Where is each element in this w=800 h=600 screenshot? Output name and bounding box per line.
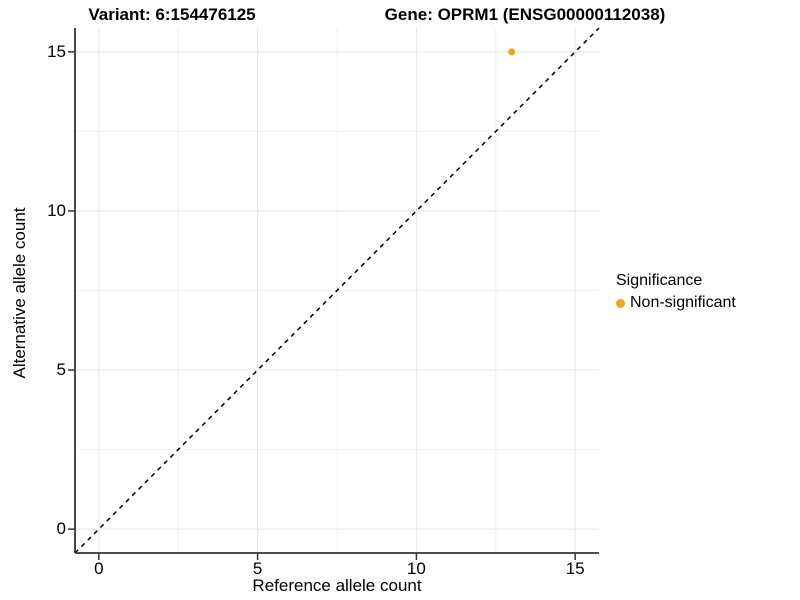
y-axis-title: Alternative allele count [10,207,29,379]
gene-title: Gene: OPRM1 (ENSG00000112038) [384,5,666,24]
identity-line [74,27,600,554]
y-tick-label: 5 [56,360,66,380]
y-tick-label: 10 [47,200,66,220]
x-axis-title: Reference allele count [252,576,422,595]
variant-title: Variant: 6:154476125 [88,5,256,24]
x-tick-label: 0 [94,559,104,578]
x-tick-label: 5 [252,559,263,578]
legend-title: Significance [616,272,703,289]
legend-item-label: Non-significant [630,294,736,311]
x-tick-label: 10 [406,559,426,578]
data-point [508,48,516,56]
x-tick-label: 15 [565,559,585,578]
legend-item-non-significant: Non-significant [616,294,736,312]
legend-point-icon [616,298,625,308]
y-tick-label: 0 [56,519,66,539]
y-tick-label: 15 [47,41,66,61]
legend: Significance Non-significant [616,272,736,312]
